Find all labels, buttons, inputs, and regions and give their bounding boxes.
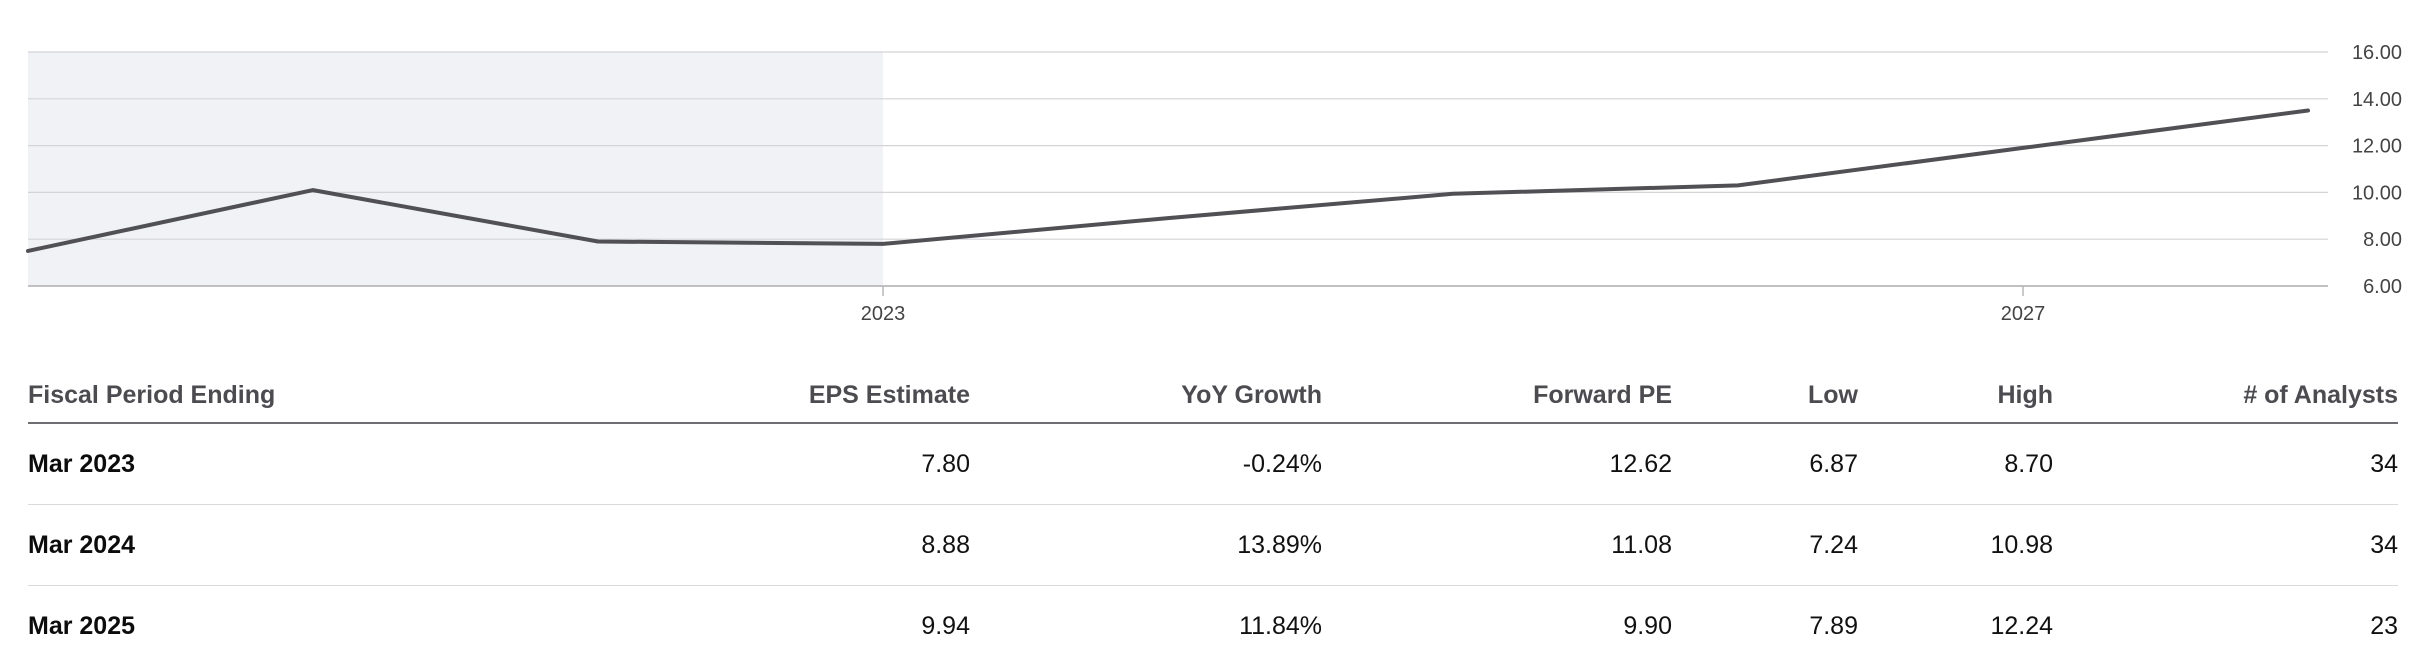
analysts-cell: 34	[2370, 531, 2398, 559]
period-cell: Mar 2024	[28, 531, 136, 559]
x-tick-label: 2027	[2001, 303, 2046, 325]
high-cell: 10.98	[1990, 531, 2053, 559]
pe-cell: 11.08	[1611, 531, 1672, 559]
x-tick-label: 2023	[861, 303, 906, 325]
y-tick-label: 10.00	[2352, 182, 2402, 204]
eps-cell: 9.94	[921, 612, 970, 640]
eps-series-line	[26, 108, 2310, 253]
y-tick-label: 8.00	[2363, 229, 2402, 251]
high-cell: 8.70	[2004, 450, 2053, 478]
yoy-cell: 13.89%	[1237, 531, 1322, 559]
table-row: Mar 2023 7.80 -0.24% 12.62 6.87 8.70 34	[28, 424, 2398, 505]
pe-cell: 9.90	[1623, 612, 1672, 640]
historical-shade	[28, 52, 883, 286]
table-row: Mar 2024 8.88 13.89% 11.08 7.24 10.98 34	[28, 505, 2398, 586]
header-forward-pe: Forward PE	[1533, 381, 1672, 409]
header-fiscal-period: Fiscal Period Ending	[28, 381, 276, 409]
table-header-row: Fiscal Period Ending EPS Estimate YoY Gr…	[28, 364, 2398, 424]
yoy-cell: 11.84%	[1239, 612, 1322, 640]
y-tick-label: 14.00	[2352, 89, 2402, 111]
header-high: High	[1997, 381, 2053, 409]
low-cell: 7.24	[1809, 531, 1858, 559]
y-tick-label: 6.00	[2363, 276, 2402, 298]
period-cell: Mar 2025	[28, 612, 136, 640]
high-cell: 12.24	[1990, 612, 2053, 640]
header-low: Low	[1808, 381, 1858, 409]
table-row: Mar 2025 9.94 11.84% 9.90 7.89 12.24 23	[28, 586, 2398, 652]
eps-line-chart: 16.00 14.00 12.00 10.00 8.00 6.00 2023 2027	[26, 42, 2402, 325]
y-tick-label: 16.00	[2352, 42, 2402, 64]
low-cell: 6.87	[1809, 450, 1858, 478]
pe-cell: 12.62	[1609, 450, 1672, 478]
header-yoy-growth: YoY Growth	[1181, 381, 1322, 409]
header-analysts: # of Analysts	[2243, 381, 2398, 409]
analysts-cell: 34	[2370, 450, 2398, 478]
analysts-cell: 23	[2370, 612, 2398, 640]
header-eps-estimate: EPS Estimate	[808, 381, 970, 409]
y-tick-label: 12.00	[2352, 136, 2402, 158]
eps-cell: 7.80	[921, 450, 970, 478]
eps-cell: 8.88	[921, 531, 970, 559]
eps-table: Fiscal Period Ending EPS Estimate YoY Gr…	[28, 364, 2398, 652]
low-cell: 7.89	[1809, 612, 1858, 640]
period-cell: Mar 2023	[28, 450, 136, 478]
yoy-cell: -0.24%	[1242, 450, 1322, 478]
